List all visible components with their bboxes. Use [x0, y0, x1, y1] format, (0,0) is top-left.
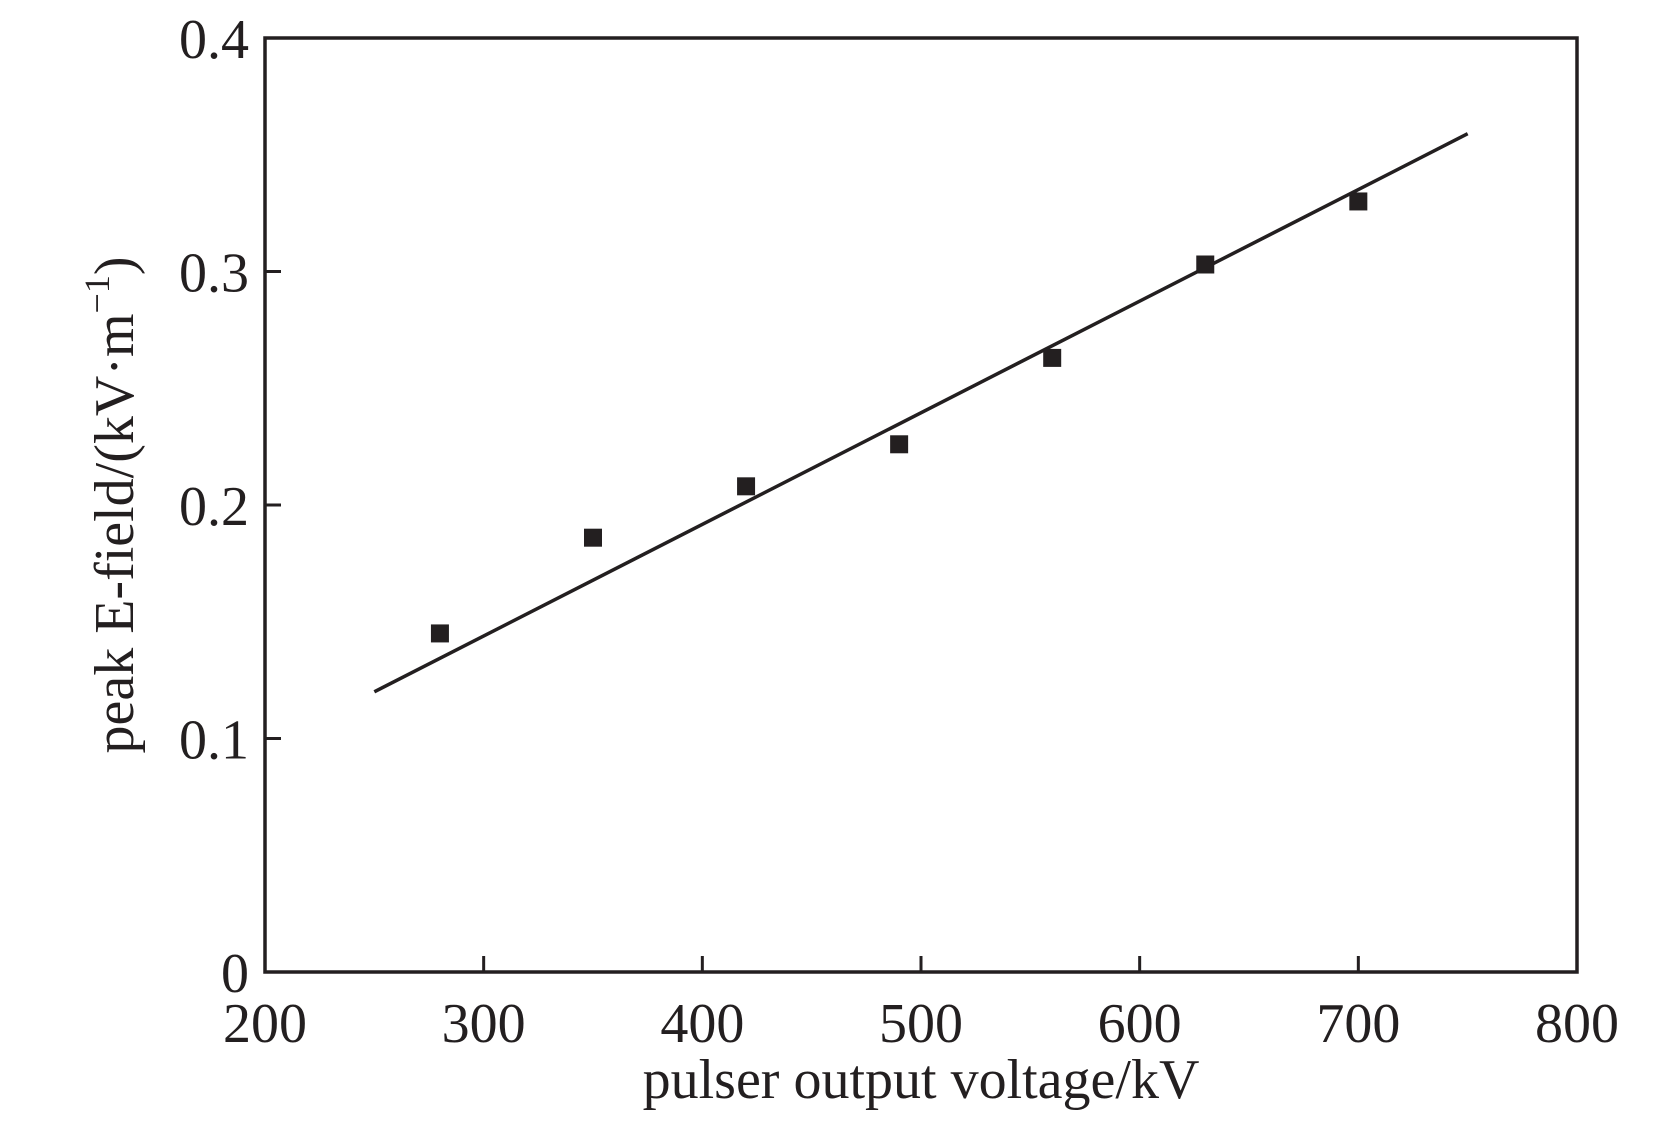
y-tick-label: 0: [221, 943, 249, 1005]
x-tick-label: 500: [879, 993, 963, 1055]
data-points: [430, 192, 1368, 643]
x-tick-label: 700: [1316, 993, 1400, 1055]
y-axis-ticks: 0 0.1 0.2 0.3 0.4: [179, 9, 281, 1005]
y-tick-label: 0.4: [179, 9, 249, 71]
y-tick-label: 0.3: [179, 243, 249, 305]
data-point: [1043, 348, 1062, 367]
data-point: [1349, 192, 1368, 211]
data-point: [1196, 255, 1215, 274]
data-point: [430, 624, 449, 643]
y-tick-label: 0.2: [179, 476, 249, 538]
data-point: [890, 435, 909, 454]
data-point: [584, 528, 602, 547]
x-tick-label: 200: [223, 993, 307, 1055]
y-tick-label: 0.1: [179, 710, 249, 772]
y-axis-label: peak E-field/(kV·m−1): [77, 256, 146, 753]
data-point: [737, 477, 756, 496]
y-axis-label-close: ): [84, 256, 146, 275]
x-axis-label: pulser output voltage/kV: [643, 1049, 1200, 1111]
y-axis-label-main: peak E-field/(kV·m: [84, 313, 146, 753]
x-tick-label: 400: [660, 993, 744, 1055]
x-axis-ticks: 200 300 400 500 600 700 800: [223, 956, 1619, 1055]
x-tick-label: 800: [1535, 993, 1619, 1055]
fit-line: [373, 132, 1469, 694]
x-tick-label: 300: [442, 993, 526, 1055]
y-axis-label-superscript: −1: [77, 275, 117, 313]
x-tick-label: 600: [1098, 993, 1182, 1055]
fit-line-group: [373, 132, 1469, 694]
